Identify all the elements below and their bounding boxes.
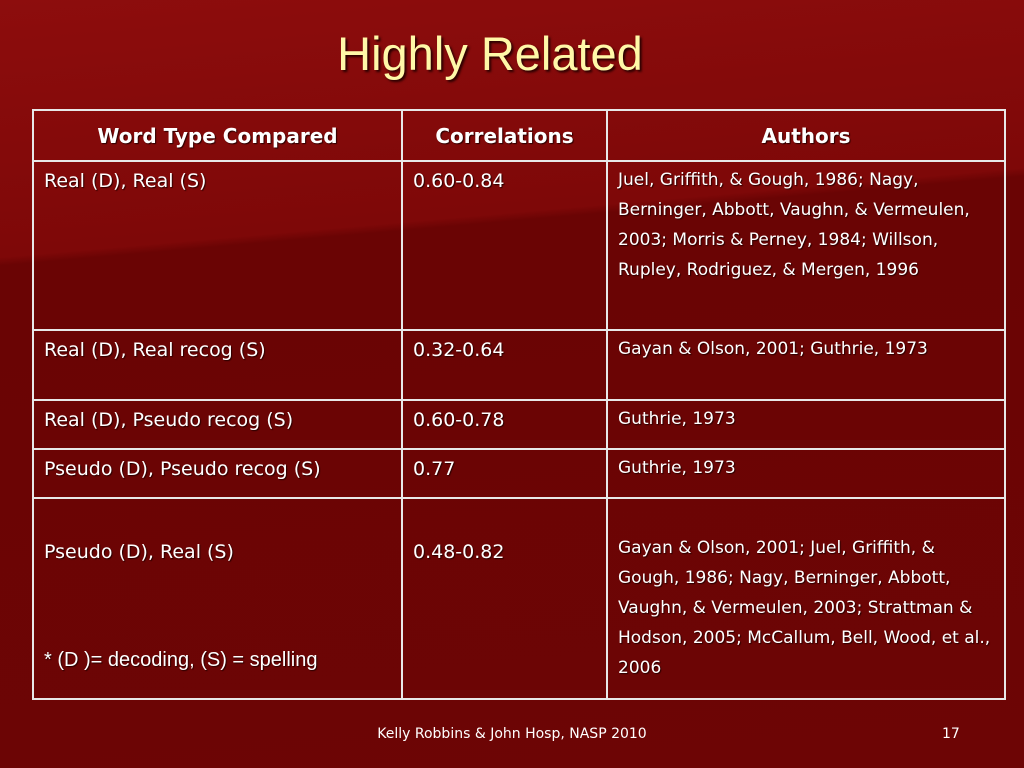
word-type-cell: Real (D), Real recog (S) bbox=[32, 329, 403, 401]
header-authors: Authors bbox=[606, 109, 1006, 162]
authors-cell: Guthrie, 1973 bbox=[606, 399, 1006, 450]
correlation-table: Word Type Compared Correlations Authors … bbox=[32, 109, 1006, 700]
word-type-cell: Pseudo (D), Pseudo recog (S) bbox=[32, 448, 403, 499]
table-row: Real (D), Pseudo recog (S) 0.60-0.78 Gut… bbox=[32, 399, 1006, 450]
correlation-cell: 0.77 bbox=[401, 448, 608, 499]
correlation-cell: 0.48-0.82 bbox=[401, 497, 608, 700]
authors-cell: Juel, Griffith, & Gough, 1986; Nagy, Ber… bbox=[606, 160, 1006, 331]
slide-footer: Kelly Robbins & John Hosp, NASP 2010 bbox=[377, 726, 647, 742]
authors-cell: Guthrie, 1973 bbox=[606, 448, 1006, 499]
correlation-cell: 0.32-0.64 bbox=[401, 329, 608, 401]
table-row: Pseudo (D), Real (S) * (D )= decoding, (… bbox=[32, 497, 1006, 700]
correlation-cell: 0.60-0.78 bbox=[401, 399, 608, 450]
abbreviation-note: * (D )= decoding, (S) = spelling bbox=[44, 649, 318, 671]
table-row: Real (D), Real (S) 0.60-0.84 Juel, Griff… bbox=[32, 160, 1006, 331]
authors-cell: Gayan & Olson, 2001; Juel, Griffith, & G… bbox=[606, 497, 1006, 700]
page-number: 17 bbox=[942, 726, 960, 742]
table-row: Pseudo (D), Pseudo recog (S) 0.77 Guthri… bbox=[32, 448, 1006, 499]
table-row: Real (D), Real recog (S) 0.32-0.64 Gayan… bbox=[32, 329, 1006, 401]
word-type-text: Pseudo (D), Real (S) bbox=[44, 541, 234, 563]
table-header-row: Word Type Compared Correlations Authors bbox=[32, 109, 1006, 162]
header-word-type: Word Type Compared bbox=[32, 109, 403, 162]
slide-title: Highly Related bbox=[337, 27, 643, 80]
word-type-cell: Pseudo (D), Real (S) * (D )= decoding, (… bbox=[32, 497, 403, 700]
header-correlations: Correlations bbox=[401, 109, 608, 162]
correlation-cell: 0.60-0.84 bbox=[401, 160, 608, 331]
word-type-cell: Real (D), Pseudo recog (S) bbox=[32, 399, 403, 450]
word-type-cell: Real (D), Real (S) bbox=[32, 160, 403, 331]
authors-cell: Gayan & Olson, 2001; Guthrie, 1973 bbox=[606, 329, 1006, 401]
